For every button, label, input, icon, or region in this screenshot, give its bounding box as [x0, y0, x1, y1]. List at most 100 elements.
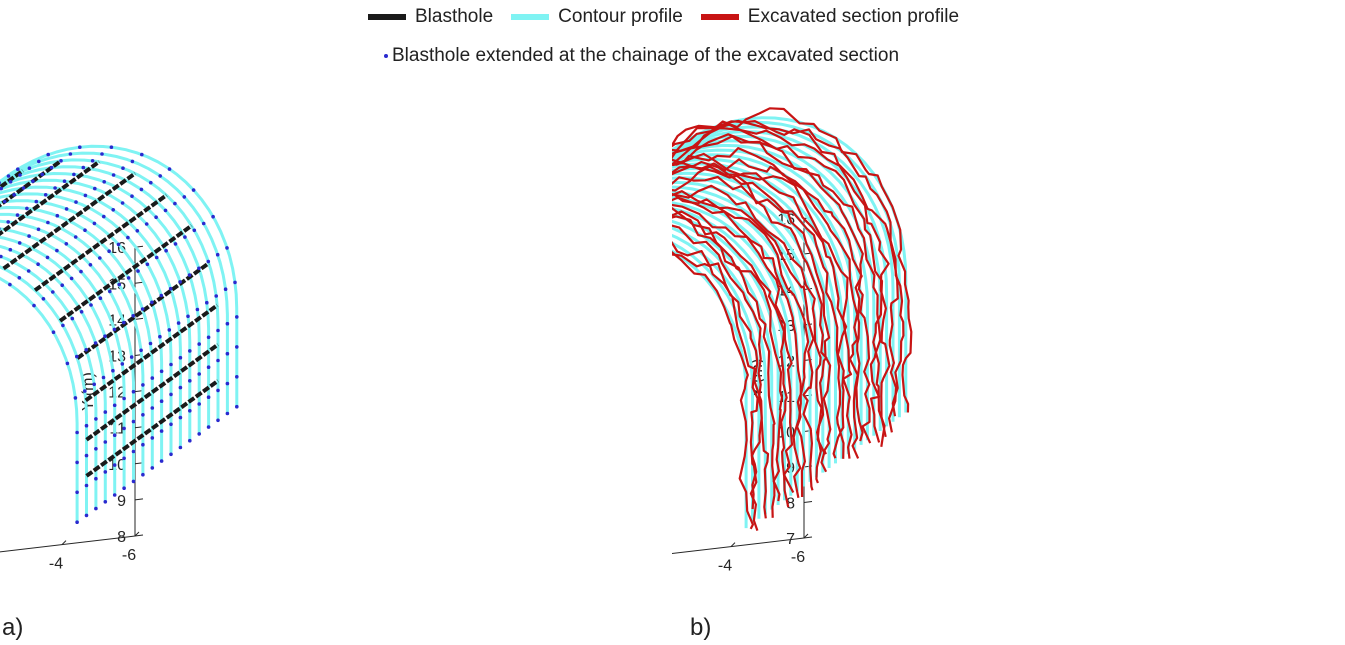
panel-b-excavated-profile [672, 192, 810, 498]
panel-a-blasthole [0, 159, 63, 208]
panel-a-extended-marker [62, 179, 67, 183]
panel-b-x-tick-label: -4 [718, 558, 732, 575]
panel-a-y-tick-label: 8 [117, 529, 126, 546]
panel-a-extended-marker [55, 213, 60, 218]
panel-a-extended-marker [17, 276, 22, 280]
panel-a-extended-marker [140, 307, 145, 311]
panel-a-extended-marker [59, 159, 63, 163]
panel-a-extended-marker [18, 173, 22, 177]
panel-a-extended-marker [94, 447, 98, 451]
panel-a-extended-marker [55, 248, 59, 253]
panel-a-extended-marker [188, 379, 192, 383]
panel-b-excavated-profile [672, 184, 823, 484]
panel-a-extended-marker [98, 296, 103, 300]
panel-a-extended-marker [195, 307, 200, 312]
panel-b-contour-profile [672, 241, 754, 524]
panel-b-excavated-profile [672, 196, 802, 499]
panel-a-extended-marker [79, 310, 84, 314]
legend-item-excavated-section-profile: Excavated section profile [700, 6, 960, 28]
panel-a-extended-marker [188, 438, 192, 443]
panel-a-extended-marker [6, 174, 11, 178]
panel-a-extended-marker [37, 159, 41, 164]
panel-a-extended-marker [88, 263, 93, 267]
panel-a-extended-marker [144, 222, 149, 226]
panel-a-extended-marker [60, 283, 64, 287]
panel-a-extended-marker [139, 348, 143, 353]
panel-a-y-tick-label: 10 [108, 457, 126, 474]
panel-a-extended-marker [21, 186, 26, 190]
panel-a-extended-marker [27, 166, 32, 170]
panel-a-extended-marker [103, 440, 108, 444]
panel-b-excavated-profile [672, 250, 755, 530]
panel-a-extended-marker [135, 229, 140, 233]
panel-a-extended-marker [159, 429, 164, 433]
panel-a-extended-marker [206, 259, 211, 264]
panel-a-extended-marker [136, 269, 140, 273]
panel-b-contour-profile [672, 249, 748, 529]
panel-a-extended-marker [51, 330, 56, 335]
panel-a-extended-marker [145, 262, 150, 267]
panel-a-extended-marker [158, 174, 162, 178]
panel-a-extended-marker [178, 415, 183, 420]
panel-a-extended-marker [83, 389, 87, 393]
panel-a-extended-marker [8, 282, 12, 287]
panel-a-extended-marker [131, 419, 136, 424]
panel-a-extended-marker [92, 382, 96, 387]
panel-a-extended-marker [223, 287, 228, 291]
panel-a-blasthole [33, 193, 168, 292]
panel-b-contour-profile [672, 143, 869, 441]
panel-a-extended-marker [27, 234, 31, 238]
panel-a-extended-marker [187, 273, 192, 277]
panel-a-extended-marker [84, 423, 89, 428]
panel-a-extended-marker [169, 362, 173, 367]
panel-a-extended-marker [216, 358, 220, 363]
panel-a-extended-marker [112, 403, 117, 408]
legend-label-excavated-section-profile: Excavated section profile [747, 6, 960, 27]
panel-a-extended-marker [0, 186, 3, 191]
panel-a-contour-profile [0, 265, 88, 516]
panel-a-extended-marker [43, 193, 48, 197]
panel-a-extended-marker [211, 214, 215, 219]
panel-a-extended-marker [102, 180, 106, 184]
panel-a-extended-marker [116, 242, 121, 247]
panel-a-extended-marker [34, 199, 39, 204]
panel-a-contour-profile [0, 276, 79, 523]
panel-a-extended-marker [103, 410, 108, 414]
panel-b-excavated-profile [672, 253, 759, 531]
panel-a-extended-marker [31, 179, 35, 183]
panel-a-extended-marker [78, 145, 82, 149]
panel-a-extended-marker [65, 361, 70, 366]
legend-label-contour-profile: Contour profile [558, 6, 683, 27]
legend-marker-dot [384, 54, 388, 58]
panel-a-extended-marker [83, 228, 87, 232]
panel-a-extended-marker [164, 248, 168, 253]
panel-b-contour-profile [672, 176, 825, 473]
panel-b-excavated-profile [672, 224, 770, 519]
panel-a-extended-marker [75, 460, 79, 465]
panel-a-extended-marker [225, 246, 229, 250]
panel-a-extended-marker [192, 228, 197, 233]
panel-b-excavated-profiles [672, 107, 913, 531]
panel-a-extended-marker [169, 392, 173, 397]
panel-a-extended-marker [159, 399, 164, 404]
chart-panel-a: 89101112131415166420-2-4-639840040240440… [0, 144, 239, 573]
panel-a-extended-marker [112, 433, 117, 438]
panel-a-extended-marker [112, 327, 117, 332]
panel-a-extended-marker [205, 300, 209, 305]
panel-b-contour-profile [672, 219, 774, 510]
panel-a-extended-marker [173, 201, 177, 206]
panel-a-extended-marker [216, 328, 220, 333]
panel-a-extended-marker [158, 334, 162, 339]
panel-a-extended-marker [141, 472, 145, 477]
panel-a-extended-marker [235, 345, 239, 349]
panel-a-extended-marker [84, 453, 89, 458]
panel-a-extended-marker [159, 459, 164, 463]
panel-b-excavated-profile [672, 107, 913, 413]
panel-a-extended-marker [15, 213, 20, 217]
panel-a-contour-profile [0, 227, 126, 489]
panel-a-blasthole [0, 160, 101, 236]
panel-a-extended-marker [163, 208, 168, 213]
panel-a-extended-marker [46, 152, 50, 157]
panel-a-extended-marker [73, 396, 78, 400]
panel-a-extended-marker [0, 181, 1, 185]
